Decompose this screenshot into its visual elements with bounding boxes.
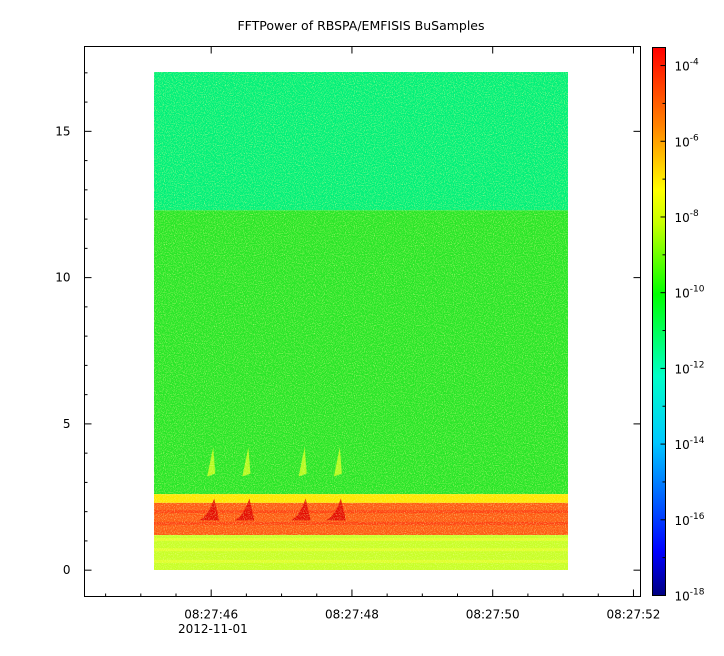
colorbar-tick-label-0: 10-4 [675, 58, 700, 74]
x-axis: 08:27:46 08:27:48 08:27:50 08:27:52 [105, 46, 661, 622]
y-tick-label-5: 5 [63, 417, 71, 431]
colorbar-tick-label-5: 10-14 [675, 436, 705, 452]
heatmap-noise [154, 72, 568, 570]
colorbar [652, 47, 666, 596]
x-tick-label-1: 08:27:48 [325, 608, 379, 622]
x-tick-label-3: 08:27:52 [607, 608, 661, 622]
colorbar-tick-label-2: 10-8 [675, 209, 700, 225]
colorbar-tick-label-3: 10-10 [675, 285, 705, 301]
colorbar-ticks: 10-4 10-6 10-8 10-10 10-12 10-14 10-16 10-18 [660, 58, 705, 604]
x-tick-label-0: 08:27:46 [184, 608, 238, 622]
y-tick-label-0: 0 [63, 563, 71, 577]
y-axis: 0 5 10 15 [55, 72, 641, 577]
y-tick-label-15: 15 [55, 124, 70, 138]
x-date-label: 2012-11-01 [178, 622, 248, 636]
chart-title: FFTPower of RBSPA/EMFISIS BuSamples [237, 18, 484, 33]
colorbar-tick-label-7: 10-18 [675, 588, 705, 604]
colorbar-tick-label-6: 10-16 [675, 512, 705, 528]
y-tick-label-10: 10 [55, 271, 70, 285]
colorbar-tick-label-1: 10-6 [675, 133, 700, 149]
x-tick-label-2: 08:27:50 [466, 608, 520, 622]
colorbar-tick-label-4: 10-12 [675, 360, 705, 376]
